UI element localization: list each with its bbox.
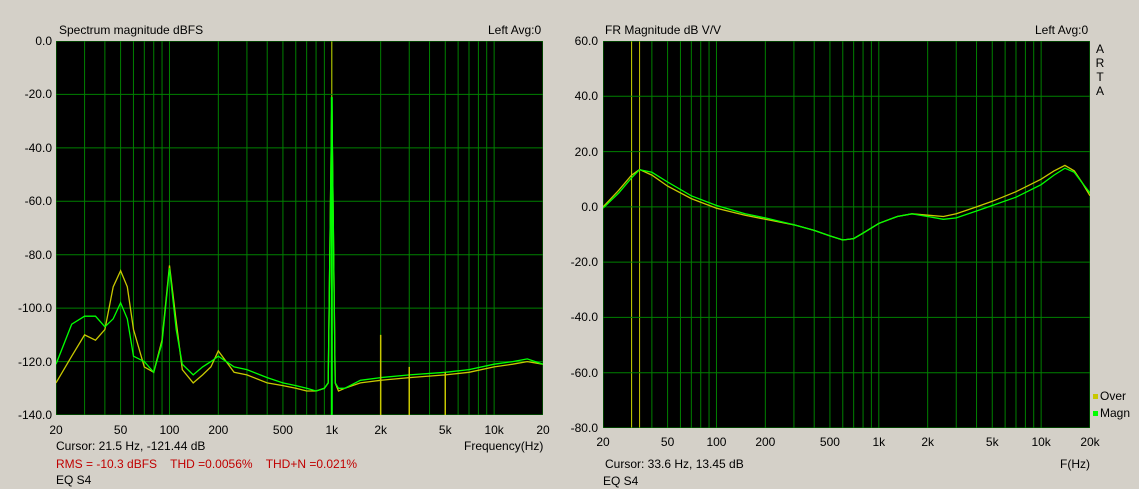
x-tick-label: 20 — [536, 423, 550, 437]
fr-chart-svg — [603, 41, 1090, 428]
spectrum-panel: Spectrum magnitude dBFS Left Avg:0 0.0 -2… — [0, 0, 560, 489]
fr-x-unit: F(Hz) — [1060, 457, 1090, 471]
x-tick-label: 20 — [596, 435, 610, 449]
y-tick-label: 0.0 — [581, 199, 598, 214]
spectrum-stats: RMS = -10.3 dBFS THD =0.0056% THD+N =0.0… — [56, 457, 367, 471]
y-tick-label: -20.0 — [24, 87, 52, 102]
y-tick-label: -60.0 — [570, 365, 598, 380]
y-tick-label: -40.0 — [24, 140, 52, 155]
y-tick-label: -80.0 — [24, 247, 52, 262]
series-line-over — [603, 164, 1090, 241]
series-line-over — [56, 97, 543, 392]
spectrum-chart-svg — [56, 41, 543, 415]
grid-lines — [603, 41, 1090, 428]
legend-item-over: Over — [1093, 389, 1126, 403]
spectrum-x-unit: Frequency(Hz) — [464, 439, 544, 453]
y-tick-label: 0.0 — [35, 34, 52, 48]
x-tick-label: 100 — [706, 435, 727, 449]
fr-eq-label: EQ S4 — [603, 474, 639, 488]
x-tick-label: 500 — [819, 435, 840, 449]
legend-item-magn: Magn — [1093, 406, 1130, 420]
y-tick-label: -60.0 — [24, 194, 52, 209]
spectrum-eq-label: EQ S4 — [56, 473, 92, 487]
x-tick-label: 10k — [484, 423, 504, 437]
spectrum-cursor-readout: Cursor: 21.5 Hz, -121.44 dB — [56, 439, 206, 453]
thd-value: THD =0.0056% — [170, 457, 253, 471]
x-tick-label: 50 — [113, 423, 128, 437]
thdn-value: THD+N =0.021% — [265, 457, 358, 471]
arta-letter: A — [1095, 42, 1104, 56]
spectrum-plot-area[interactable] — [56, 41, 543, 415]
spectrum-avg-label: Left Avg:0 — [488, 23, 542, 37]
x-tick-label: 50 — [660, 435, 675, 449]
y-tick-label: -80.0 — [570, 421, 598, 435]
series-line-magn — [56, 97, 543, 392]
y-tick-label: -40.0 — [570, 310, 598, 325]
y-tick-label: 60.0 — [574, 34, 598, 48]
arta-label: A R T A — [1094, 42, 1106, 98]
x-tick-label: 100 — [159, 423, 180, 437]
x-tick-label: 2k — [374, 423, 387, 437]
series-line-magn — [603, 167, 1090, 241]
legend-swatch-over — [1093, 394, 1098, 400]
x-tick-label: 200 — [755, 435, 776, 449]
fr-avg-label: Left Avg:0 — [1035, 23, 1089, 37]
fr-title: FR Magnitude dB V/V — [605, 23, 722, 37]
arta-letter: A — [1095, 84, 1104, 98]
y-tick-label: 20.0 — [574, 144, 598, 159]
legend-label-magn: Magn — [1100, 406, 1131, 420]
rms-value: RMS = -10.3 dBFS — [56, 457, 158, 471]
fr-panel: FR Magnitude dB V/V Left Avg:0 60.0 40.0 2… — [568, 0, 1139, 489]
fr-plot-area[interactable] — [603, 41, 1090, 428]
x-tick-label: 5k — [985, 435, 999, 449]
y-tick-label: -100.0 — [17, 301, 52, 316]
y-tick-label: -140.0 — [17, 408, 52, 422]
x-tick-label: 10k — [1031, 435, 1051, 449]
x-tick-label: 1k — [325, 423, 339, 437]
arta-letter: R — [1095, 56, 1105, 70]
legend-label-over: Over — [1100, 389, 1127, 403]
legend-swatch-magn — [1093, 411, 1098, 417]
x-tick-label: 20k — [1080, 435, 1100, 449]
x-tick-label: 20 — [49, 423, 63, 437]
arta-letter: T — [1096, 70, 1104, 84]
y-tick-label: -20.0 — [570, 255, 598, 270]
spectrum-title: Spectrum magnitude dBFS — [59, 23, 204, 37]
grid-lines — [56, 41, 543, 415]
y-tick-label: -120.0 — [17, 354, 52, 369]
y-tick-label: 40.0 — [574, 89, 598, 104]
x-tick-label: 1k — [872, 435, 886, 449]
x-tick-label: 5k — [438, 423, 452, 437]
fr-cursor-readout: Cursor: 33.6 Hz, 13.45 dB — [605, 457, 744, 471]
x-tick-label: 2k — [921, 435, 934, 449]
x-tick-label: 200 — [208, 423, 229, 437]
x-tick-label: 500 — [272, 423, 293, 437]
